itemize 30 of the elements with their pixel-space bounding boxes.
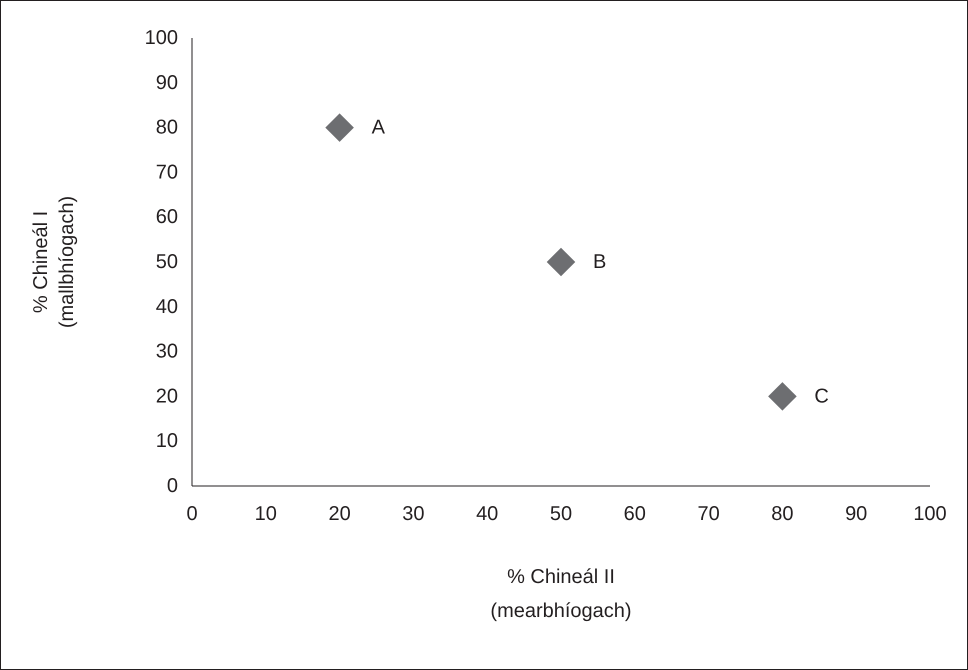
y-tick-label: 60 <box>156 206 178 228</box>
x-tick-label: 100 <box>913 503 947 525</box>
y-tick-label: 80 <box>156 116 178 139</box>
x-tick-label: 40 <box>476 503 498 525</box>
annotation: B <box>593 251 606 273</box>
y-tick-label: 70 <box>156 161 178 184</box>
x-tick-label: 30 <box>402 503 425 525</box>
y-tick-label: 50 <box>156 251 178 273</box>
x-tick-label: 70 <box>697 503 720 525</box>
x-axis-title: % Chineál II (mearbhíogach) <box>490 566 632 622</box>
y-tick-label: 20 <box>156 385 178 408</box>
x-tick-label: 50 <box>550 503 572 525</box>
point <box>546 248 576 276</box>
y-tick-label: 100 <box>144 27 178 49</box>
y-tick-label: 0 <box>166 475 178 497</box>
x-tick-label: 0 <box>186 503 198 525</box>
x-tick-label: 80 <box>771 503 794 525</box>
x-tick-label: 20 <box>328 503 351 525</box>
annotation: A <box>372 116 386 139</box>
y-tick-label: 10 <box>156 430 178 452</box>
x-tick-label: 60 <box>624 503 646 525</box>
y-axis-title: % Chineál I (mallbhíogach) <box>30 196 78 328</box>
point <box>325 113 354 142</box>
x-tick-label: 10 <box>254 503 277 525</box>
annotation: C <box>814 385 829 408</box>
y-tick-label: 90 <box>156 72 178 94</box>
point <box>768 382 797 411</box>
x-tick-label: 90 <box>845 503 868 525</box>
y-tick-label: 30 <box>156 340 178 363</box>
y-tick-label: 40 <box>156 296 178 318</box>
